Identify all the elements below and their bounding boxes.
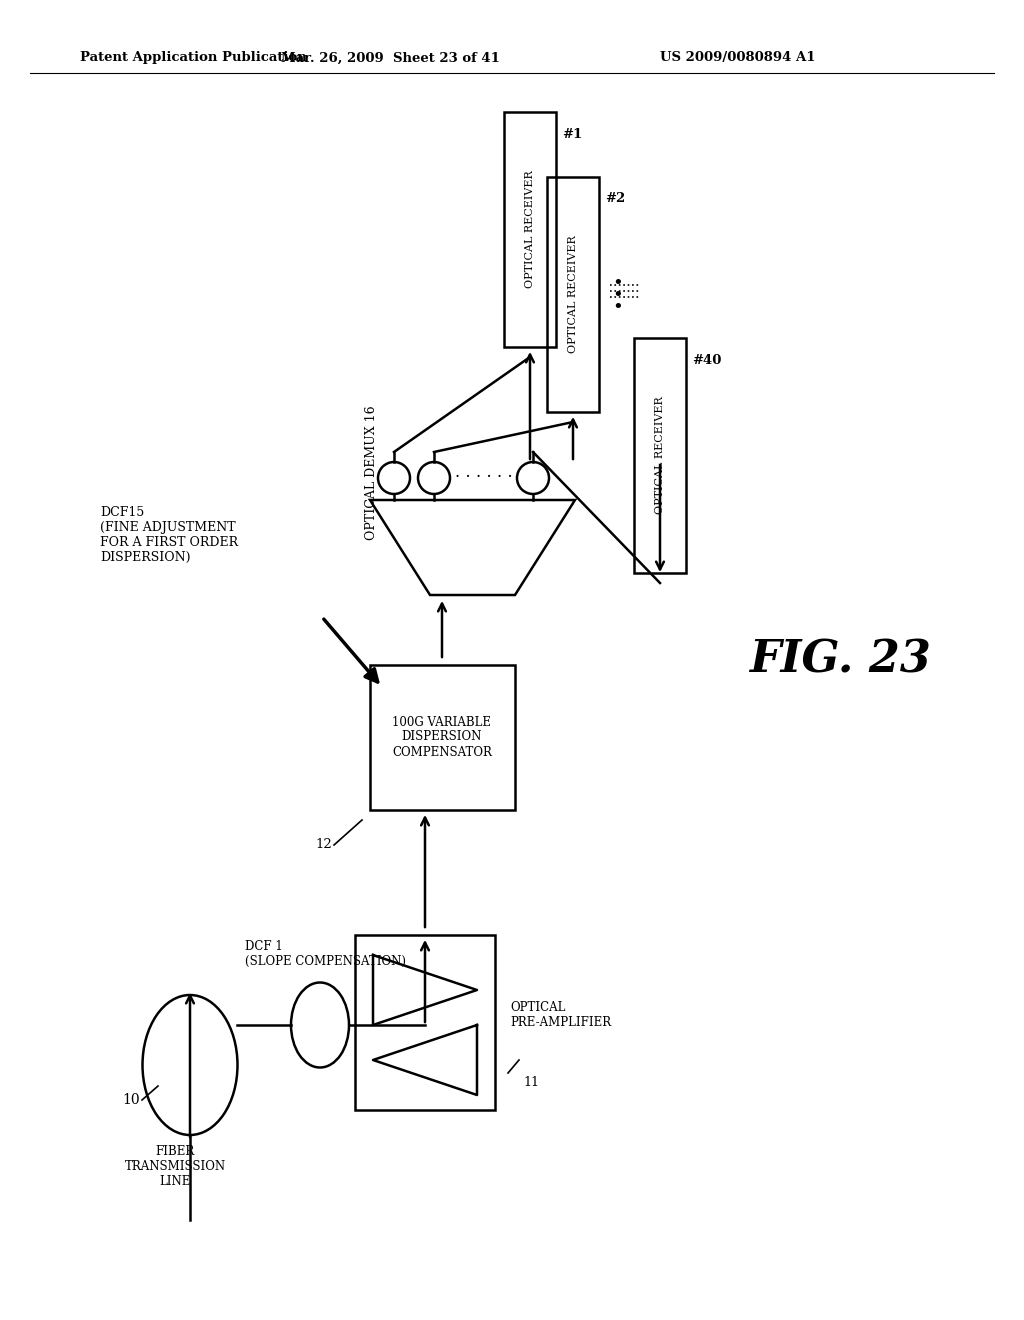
- Text: 100G VARIABLE
DISPERSION
COMPENSATOR: 100G VARIABLE DISPERSION COMPENSATOR: [392, 715, 492, 759]
- Bar: [547, 177, 599, 412]
- Text: OPTICAL DEMUX 16: OPTICAL DEMUX 16: [365, 405, 378, 540]
- Bar: [370, 665, 515, 810]
- Text: #40: #40: [692, 354, 721, 367]
- Bar: [355, 935, 495, 1110]
- Text: Patent Application Publication: Patent Application Publication: [80, 51, 307, 65]
- Text: · · · · · ·: · · · · · ·: [455, 470, 513, 487]
- Text: FIBER
TRANSMISSION
LINE: FIBER TRANSMISSION LINE: [125, 1144, 225, 1188]
- Text: •: •: [612, 286, 624, 304]
- Bar: [504, 112, 556, 347]
- Text: DCF15
(FINE ADJUSTMENT
FOR A FIRST ORDER
DISPERSION): DCF15 (FINE ADJUSTMENT FOR A FIRST ORDER…: [100, 506, 239, 564]
- Text: US 2009/0080894 A1: US 2009/0080894 A1: [660, 51, 815, 65]
- Text: 11: 11: [523, 1077, 539, 1089]
- Text: OPTICAL
PRE-AMPLIFIER: OPTICAL PRE-AMPLIFIER: [510, 1001, 611, 1030]
- Text: 10: 10: [123, 1093, 140, 1107]
- Text: Mar. 26, 2009  Sheet 23 of 41: Mar. 26, 2009 Sheet 23 of 41: [281, 51, 500, 65]
- Polygon shape: [373, 1026, 477, 1096]
- Text: OPTICAL RECEIVER: OPTICAL RECEIVER: [655, 396, 665, 513]
- Text: OPTICAL RECEIVER: OPTICAL RECEIVER: [525, 170, 535, 288]
- Text: •: •: [612, 298, 624, 315]
- Text: FIG. 23: FIG. 23: [750, 639, 931, 681]
- Text: #1: #1: [562, 128, 583, 140]
- Text: #2: #2: [605, 193, 626, 206]
- Text: OPTICAL RECEIVER: OPTICAL RECEIVER: [568, 235, 578, 352]
- Bar: [634, 338, 686, 573]
- Text: •: •: [612, 275, 624, 292]
- Text: DCF 1
(SLOPE COMPENSATION): DCF 1 (SLOPE COMPENSATION): [245, 940, 406, 968]
- Polygon shape: [373, 954, 477, 1026]
- Text: 12: 12: [315, 838, 332, 851]
